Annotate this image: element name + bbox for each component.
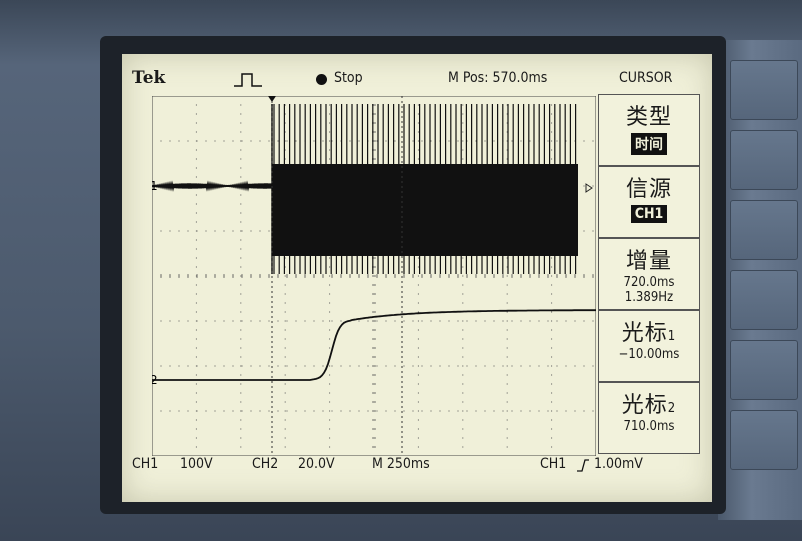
horizontal-position: M Pos: 570.0ms <box>448 70 548 86</box>
trigger-slope-icon <box>577 459 589 472</box>
menu-button-2[interactable] <box>730 130 798 190</box>
graticule <box>152 96 596 456</box>
run-state: Stop <box>334 70 363 86</box>
menu-button-6[interactable] <box>730 410 798 470</box>
menu-cursor-2[interactable]: 光标2 710.0ms <box>598 382 700 454</box>
brand-logo: Tek <box>132 68 166 88</box>
menu-button-4[interactable] <box>730 270 798 330</box>
run-status-icon <box>316 74 327 85</box>
scope-screen: Tek Stop M Pos: 570.0ms CURSOR 1 2 类型 时间… <box>122 54 712 502</box>
menu-cursor1-label: 光标 <box>621 321 668 346</box>
ch1-ground-marker: 1 <box>152 179 158 193</box>
menu-delta-freq: 1.389Hz <box>624 290 674 305</box>
timebase: M 250ms <box>372 456 430 472</box>
menu-source-value: CH1 <box>630 205 668 223</box>
trigger-level: 1.00mV <box>594 456 643 472</box>
ch2-waveform <box>152 309 596 381</box>
cursor-menu: 类型 时间 信源 CH1 增量 720.0ms 1.389Hz 光标1 −10.… <box>596 94 701 454</box>
menu-cursor2-value: 710.0ms <box>623 419 675 434</box>
menu-cursor2-label: 光标 <box>621 393 668 418</box>
menu-type-value: 时间 <box>631 133 667 155</box>
menu-cursor1-value: −10.00ms <box>618 347 680 362</box>
menu-button-1[interactable] <box>730 60 798 120</box>
ch1-waveform <box>152 104 578 274</box>
menu-cursor-1[interactable]: 光标1 −10.00ms <box>598 310 700 382</box>
menu-source-label: 信源 <box>625 177 672 202</box>
trigger-position-marker <box>268 96 276 102</box>
ch1-label: CH1 <box>132 456 159 472</box>
menu-delta-time: 720.0ms <box>623 275 675 290</box>
ch2-label: CH2 <box>252 456 279 472</box>
menu-type[interactable]: 类型 时间 <box>598 94 700 166</box>
menu-button-5[interactable] <box>730 340 798 400</box>
menu-delta-label: 增量 <box>625 249 672 274</box>
menu-delta: 增量 720.0ms 1.389Hz <box>598 238 700 310</box>
menu-cursor1-suffix: 1 <box>667 329 677 344</box>
menu-button-3[interactable] <box>730 200 798 260</box>
menu-cursor2-suffix: 2 <box>667 401 677 416</box>
trigger-source: CH1 <box>540 456 567 472</box>
ch1-scale: 100V <box>180 456 213 472</box>
menu-title: CURSOR <box>619 70 673 86</box>
trigger-mode-icon <box>234 73 262 87</box>
menu-type-label: 类型 <box>625 105 672 130</box>
menu-source[interactable]: 信源 CH1 <box>598 166 700 238</box>
ch2-scale: 20.0V <box>298 456 335 472</box>
ch2-ground-marker: 2 <box>152 373 158 387</box>
waveform-display: 1 2 <box>152 96 596 456</box>
trigger-level-marker <box>585 183 593 193</box>
